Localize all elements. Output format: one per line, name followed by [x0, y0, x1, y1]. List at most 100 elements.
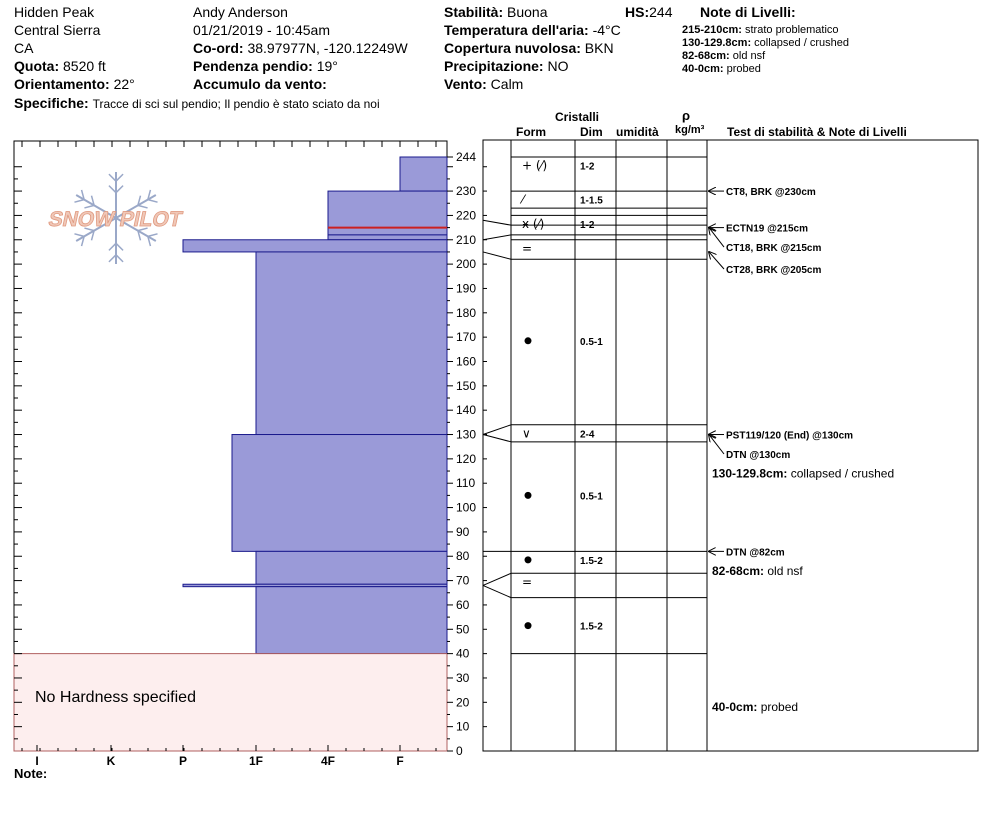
crystal-form-rounded	[524, 556, 532, 564]
x-tick-label: 4F	[321, 754, 335, 768]
stability-test-arrow	[709, 228, 725, 248]
crystal-form: =	[522, 241, 532, 255]
layer-note-text: strato problematico	[745, 24, 839, 36]
crystal-size: 1-2	[580, 162, 595, 173]
layer-comment-text: probed	[757, 700, 798, 714]
precip-value: NO	[547, 58, 569, 74]
wind: Vento: Calm	[444, 77, 523, 91]
stability-test-arrow	[709, 435, 725, 455]
depth-tick-label: 150	[456, 379, 476, 393]
boundary-link	[482, 219, 512, 226]
layer-comment-text: collapsed / crushed	[787, 466, 894, 480]
stability-test-label: DTN @130cm	[726, 450, 790, 461]
layer-note-range: 215-210cm:	[682, 24, 742, 36]
coords-label: Co-ord:	[193, 40, 244, 56]
layer-comment-text: old nsf	[764, 564, 803, 578]
hardness-layer	[255, 586, 448, 655]
hardness-layer	[231, 434, 448, 552]
hardness-layer	[399, 156, 448, 192]
depth-tick-label: 210	[456, 233, 476, 247]
layer-note-text: old nsf	[732, 50, 766, 62]
stability-test-label: CT18, BRK @215cm	[726, 243, 821, 254]
layer-note-range: 130-129.8cm:	[682, 37, 752, 49]
cloud-label: Copertura nuvolosa:	[444, 40, 581, 56]
hardness-layer	[255, 550, 448, 585]
crystal-form: =	[522, 575, 532, 589]
aspect-label: Orientamento:	[14, 76, 110, 92]
hardness-layer	[327, 234, 448, 241]
layer-note-range: 40-0cm:	[682, 63, 724, 75]
layer-notes-title: Note di Livelli:	[700, 4, 796, 20]
stability-value: Buona	[507, 4, 548, 20]
rho-header: ρ	[682, 108, 691, 123]
density-unit-header: kg/m³	[675, 124, 705, 136]
x-tick-label: 1F	[249, 754, 263, 768]
stability: Stabilità: Buona	[444, 5, 548, 19]
crystal-size: 2-4	[580, 429, 595, 440]
elevation-value: 8520 ft	[63, 58, 106, 74]
layer-comment-range: 40-0cm:	[712, 700, 757, 714]
stability-test-label: PST119/120 (End) @130cm	[726, 431, 853, 442]
slope: Pendenza pendio: 19°	[193, 59, 338, 73]
specifics-label: Specifiche:	[14, 95, 89, 111]
depth-tick-label: 80	[456, 549, 470, 563]
depth-tick-label: 110	[456, 476, 475, 490]
layer-comment: 130-129.8cm: collapsed / crushed	[712, 466, 894, 480]
layer-note-range: 82-68cm:	[682, 50, 730, 62]
snow-height: HS:244	[625, 5, 672, 19]
crystal-form: ∨	[522, 426, 531, 440]
crystal-table-frame	[482, 139, 979, 752]
depth-tick-label: 244	[456, 150, 476, 164]
depth-tick-label: 180	[456, 306, 476, 320]
layer-note-item: 215-210cm: strato problematico	[682, 25, 839, 36]
stability-test-label: CT28, BRK @205cm	[726, 265, 821, 276]
no-hardness-label: No Hardness specified	[35, 689, 196, 706]
depth-tick-label: 190	[456, 281, 476, 295]
boundary-link	[482, 434, 512, 443]
elevation: Quota: 8520 ft	[14, 59, 106, 73]
depth-tick-label: 230	[456, 184, 476, 198]
crystal-form-rounded	[524, 491, 532, 499]
depth-tick-label: 50	[456, 622, 470, 636]
cloud-value: BKN	[584, 40, 614, 56]
crystal-size: 0.5-1	[580, 337, 603, 348]
crystal-size: 1-1.5	[580, 196, 603, 207]
site-name: Hidden Peak	[14, 4, 95, 20]
slope-label: Pendenza pendio:	[193, 58, 313, 74]
crystal-size: 1.5-2	[580, 556, 603, 567]
wind-value: Calm	[490, 76, 524, 92]
cloud-cover: Copertura nuvolosa: BKN	[444, 41, 614, 55]
crystal-form: + (⁄)	[522, 159, 547, 173]
layer-note-text: collapsed / crushed	[754, 37, 849, 49]
state: CA	[14, 40, 34, 56]
layer-note-item: 40-0cm: probed	[682, 64, 761, 75]
crystals-header: Cristalli	[555, 110, 600, 124]
hardness-layer	[255, 251, 448, 436]
depth-tick-label: 30	[456, 671, 470, 685]
stability-test-arrow	[709, 252, 725, 270]
air-temp-value: -4°C	[592, 22, 621, 38]
crystal-form: ӿ (⁄)	[522, 217, 544, 231]
stability-test-label: CT8, BRK @230cm	[726, 187, 816, 198]
x-tick-label: K	[107, 754, 116, 768]
stability-test-label: DTN @82cm	[726, 547, 785, 558]
slope-value: 19°	[316, 58, 338, 74]
stability-test-label: ECTN19 @215cm	[726, 224, 808, 235]
coords-value: 38.97977N, -120.12249W	[247, 40, 408, 56]
layer-comment: 40-0cm: probed	[712, 700, 798, 714]
depth-tick-label: 130	[456, 428, 476, 442]
layer-note-item: 82-68cm: old nsf	[682, 51, 765, 62]
moisture-header: umidità	[616, 125, 659, 139]
air-temp-label: Temperatura dell'aria:	[444, 22, 589, 38]
layer-note-text: probed	[726, 63, 761, 75]
depth-tick-label: 70	[456, 574, 470, 588]
depth-tick-label: 60	[456, 598, 470, 612]
hardness-layer	[182, 239, 448, 253]
boundary-link	[482, 572, 512, 586]
aspect: Orientamento: 22°	[14, 77, 135, 91]
hs-label: HS:	[625, 4, 650, 20]
depth-tick-label: 140	[456, 403, 476, 417]
crystal-form-rounded	[524, 622, 532, 630]
crystal-form: ⁄	[519, 193, 527, 207]
